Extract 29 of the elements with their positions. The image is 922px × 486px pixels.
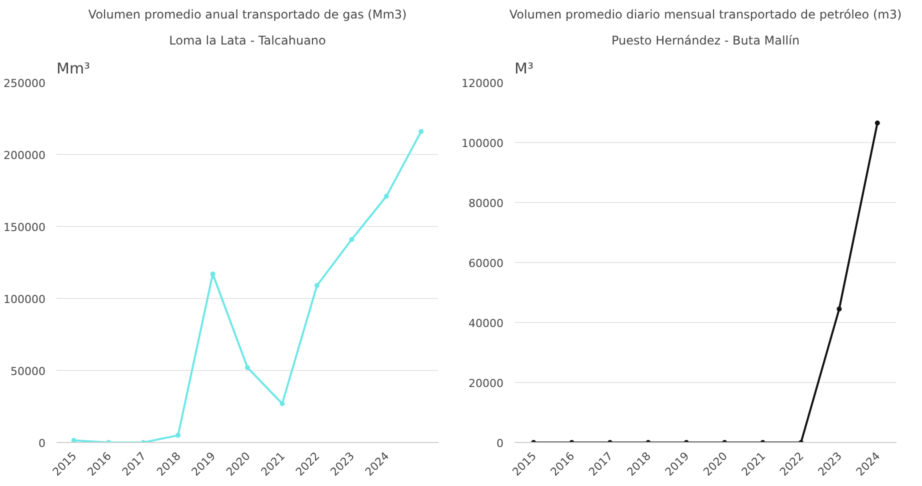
point <box>245 365 250 370</box>
y-tick-label: 60000 <box>468 257 504 270</box>
chart-subtitle: Loma la Lata - Talcahuano <box>169 34 326 48</box>
y-tick-label: 80000 <box>468 197 504 210</box>
point <box>314 283 320 288</box>
point <box>836 306 842 312</box>
point <box>280 401 285 406</box>
y-tick-label: 0 <box>496 437 504 450</box>
point <box>874 120 880 126</box>
y-tick-label: 150000 <box>4 221 46 234</box>
chart-title: Volumen promedio diario mensual transportado de petróleo (m3) <box>509 8 902 22</box>
point <box>349 236 354 242</box>
y-tick-label: 200000 <box>4 149 46 162</box>
y-tick-label: 20000 <box>468 377 504 390</box>
point <box>71 438 76 442</box>
y-tick-label: 250000 <box>4 77 46 90</box>
chart-title: Volumen promedio anual transportado de gas (Mm3) <box>88 8 407 22</box>
y-tick-label: 100000 <box>4 293 46 306</box>
y-tick-label: 120000 <box>462 77 504 90</box>
y-axis-title: Mm³ <box>56 60 90 78</box>
y-axis-title: M³ <box>514 60 534 78</box>
chart-subtitle: Puesto Hernández - Buta Mallín <box>611 34 800 48</box>
point <box>418 128 424 134</box>
y-tick-label: 40000 <box>468 317 504 330</box>
point <box>384 194 389 199</box>
y-tick-label: 100000 <box>462 137 504 150</box>
point <box>176 432 181 438</box>
y-tick-label: 0 <box>38 437 46 450</box>
y-tick-label: 50000 <box>10 365 46 378</box>
